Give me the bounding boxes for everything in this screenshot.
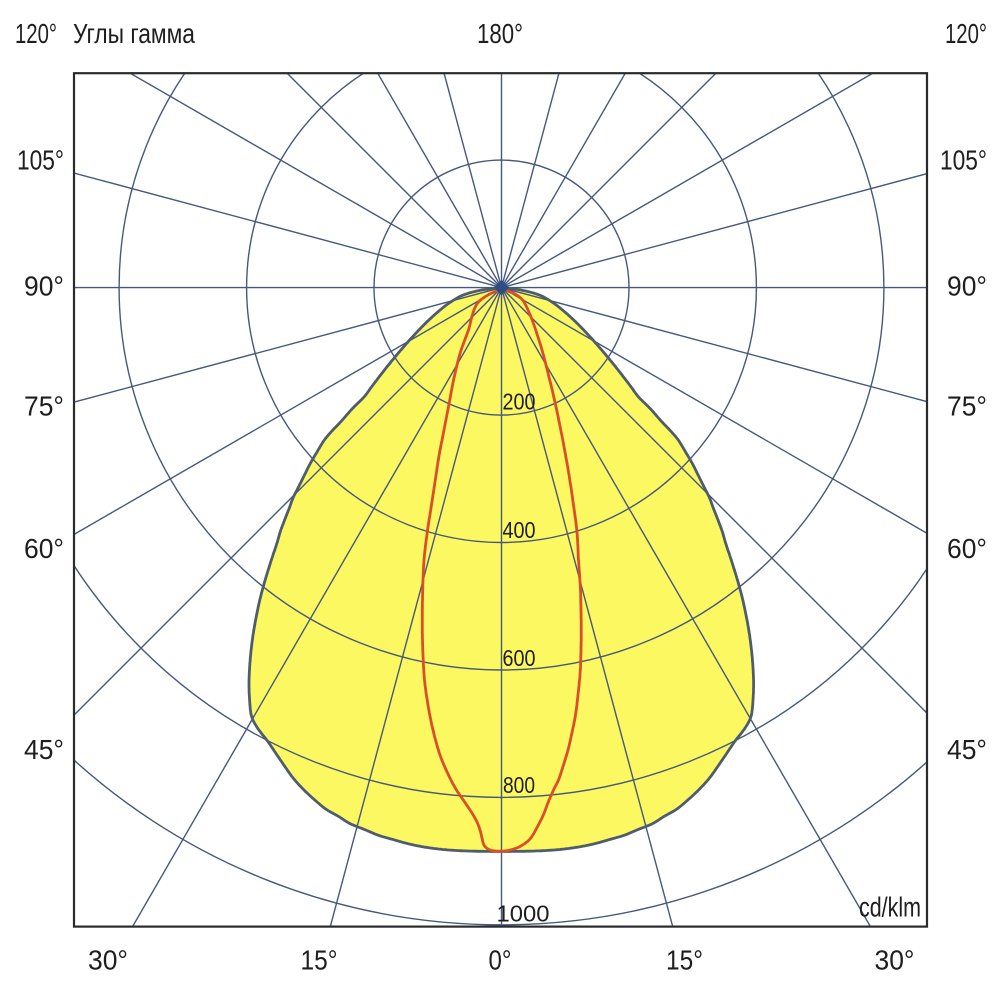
svg-text:800: 800: [503, 772, 535, 798]
svg-text:30°: 30°: [875, 944, 915, 976]
svg-text:75°: 75°: [24, 390, 64, 422]
svg-text:200: 200: [503, 389, 536, 415]
svg-text:0°: 0°: [489, 944, 512, 976]
svg-text:120°: 120°: [15, 17, 57, 49]
svg-text:15°: 15°: [301, 944, 338, 976]
svg-text:45°: 45°: [947, 733, 987, 765]
svg-text:cd/klm: cd/klm: [859, 891, 921, 923]
svg-text:60°: 60°: [947, 532, 987, 564]
svg-text:60°: 60°: [24, 532, 64, 564]
svg-text:45°: 45°: [24, 733, 64, 765]
svg-text:90°: 90°: [24, 270, 64, 302]
svg-text:90°: 90°: [947, 270, 987, 302]
svg-text:120°: 120°: [945, 17, 987, 49]
svg-text:180°: 180°: [477, 17, 523, 49]
svg-text:Углы гамма: Углы гамма: [73, 17, 195, 49]
svg-text:600: 600: [503, 645, 536, 671]
svg-text:400: 400: [503, 517, 536, 543]
svg-text:105°: 105°: [17, 144, 64, 176]
svg-text:105°: 105°: [940, 144, 987, 176]
svg-text:75°: 75°: [947, 390, 987, 422]
svg-text:15°: 15°: [666, 944, 703, 976]
svg-text:1000: 1000: [497, 901, 550, 927]
svg-text:30°: 30°: [88, 944, 128, 976]
